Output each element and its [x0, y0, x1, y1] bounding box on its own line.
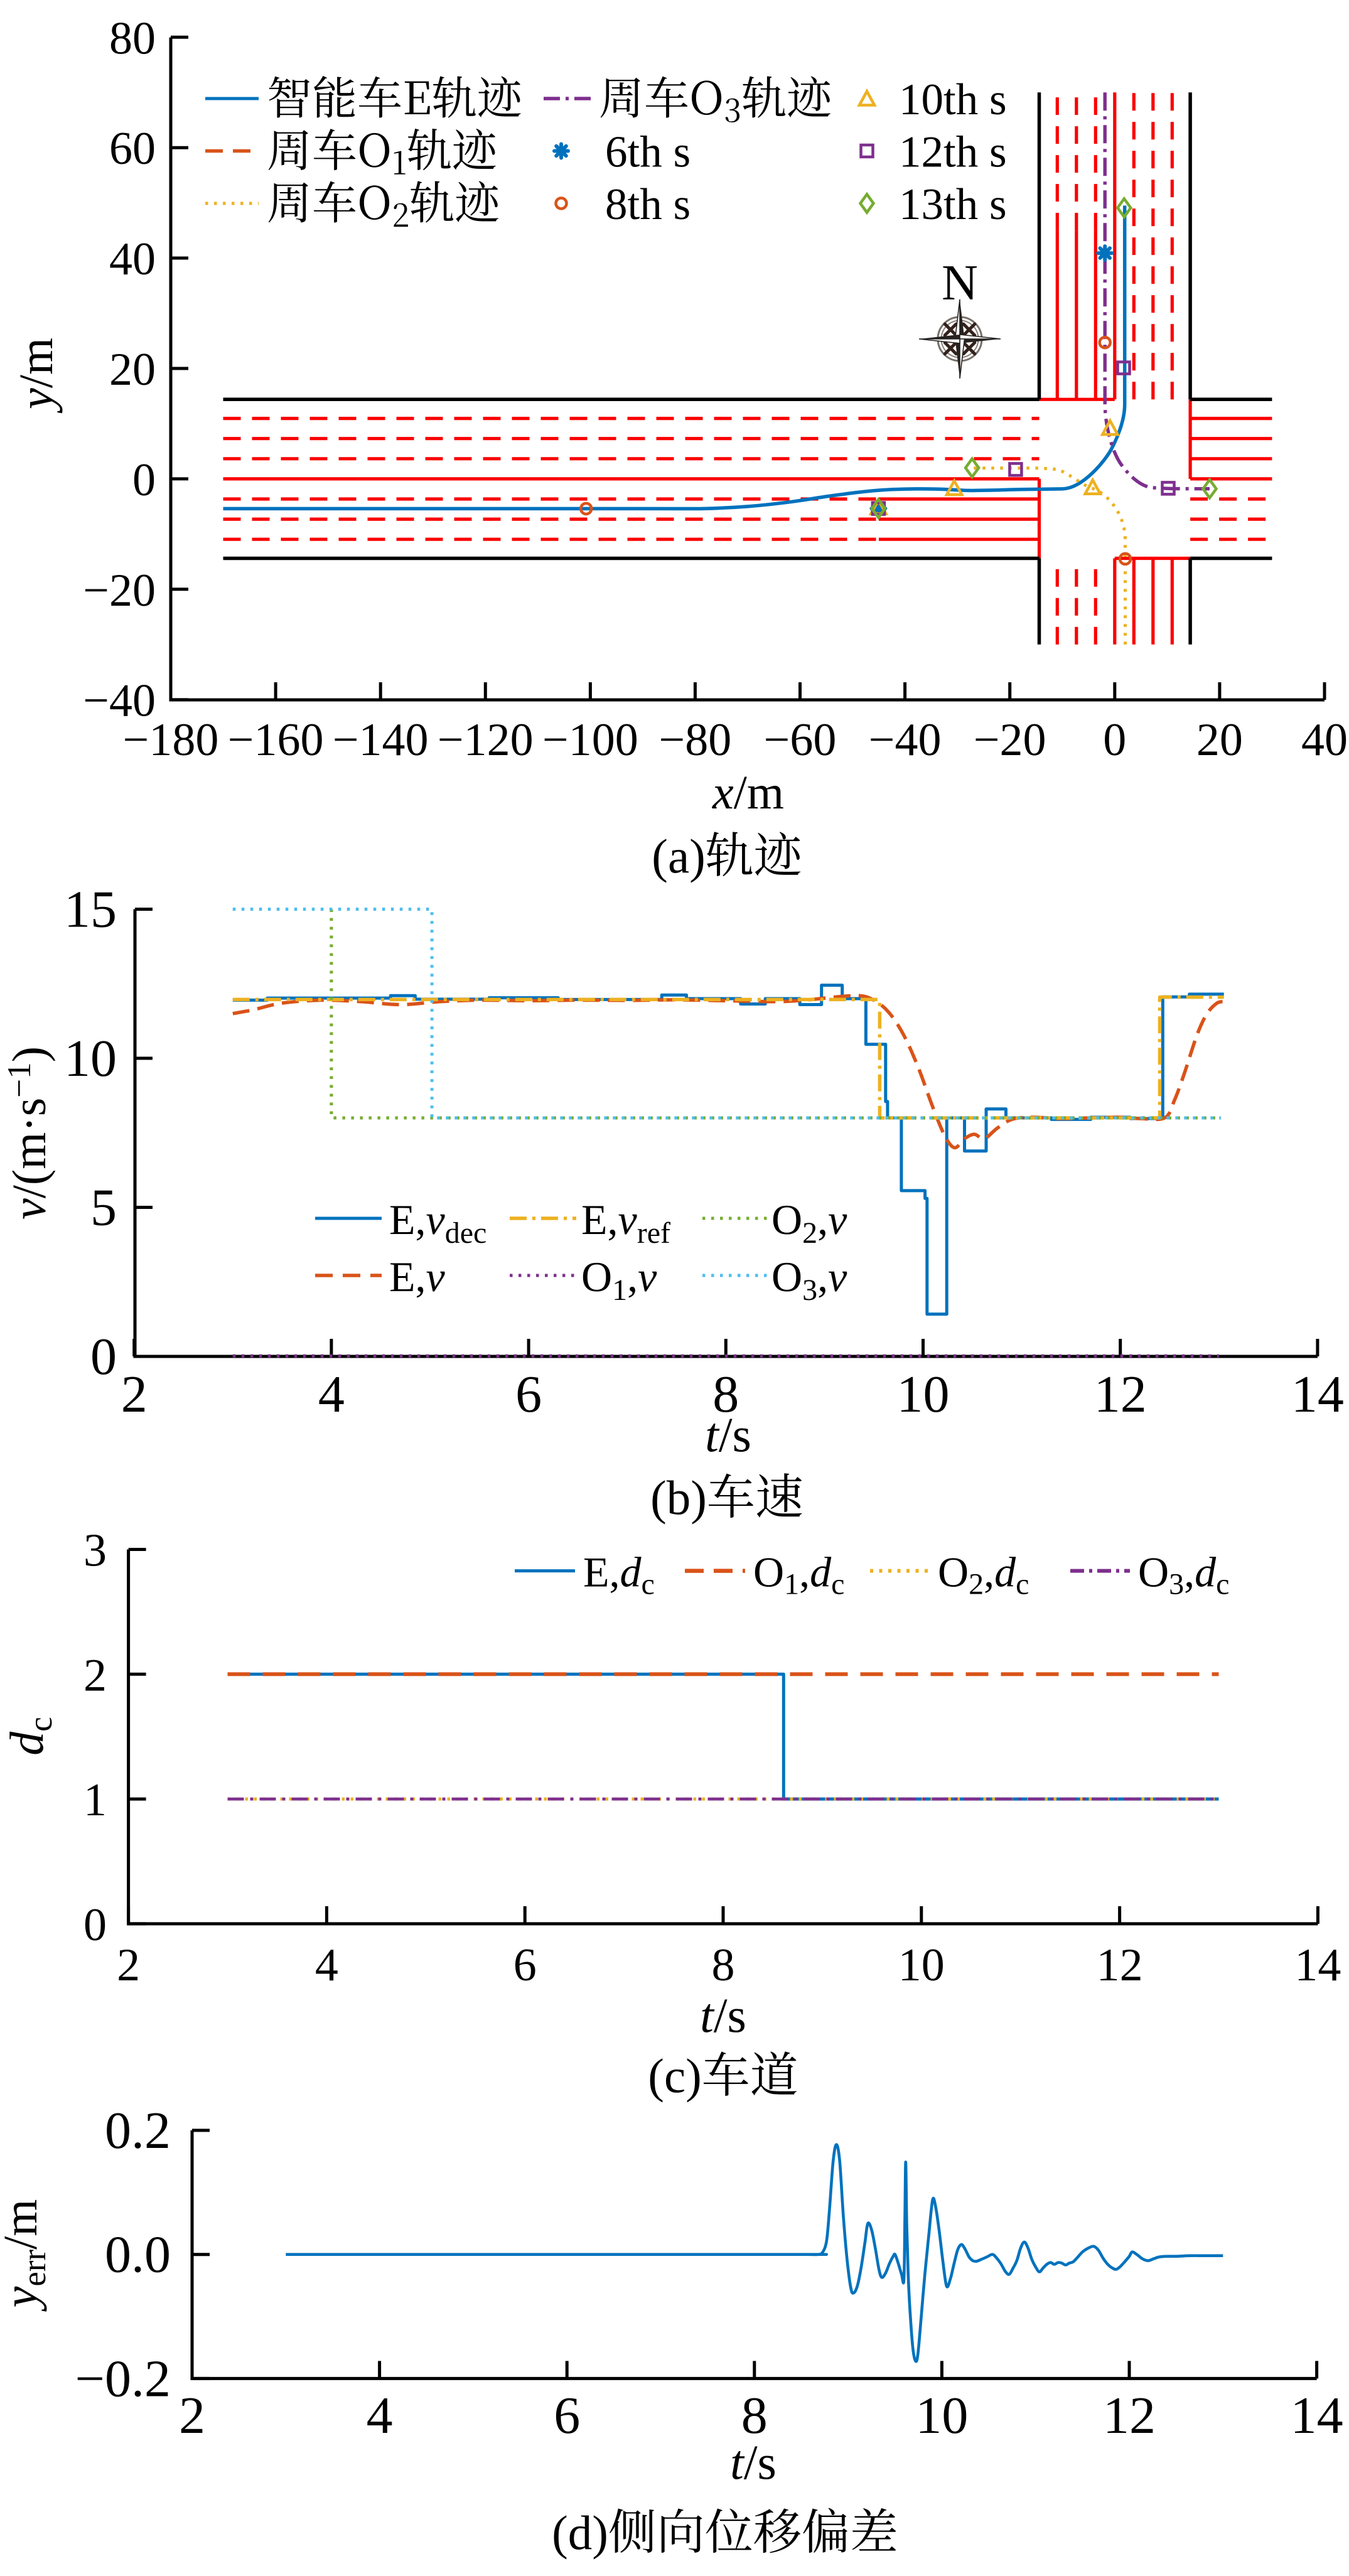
svg-text:2: 2: [83, 1650, 107, 1701]
svg-text:8: 8: [712, 1940, 735, 1991]
svg-text:−20: −20: [974, 714, 1046, 766]
svg-text:10th s: 10th s: [899, 75, 1007, 124]
svg-text:−0.2: −0.2: [75, 2349, 171, 2408]
svg-text:8: 8: [741, 2386, 768, 2445]
svg-text:−180: −180: [123, 714, 219, 766]
svg-text:dc: dc: [1, 1717, 59, 1756]
svg-text:2: 2: [121, 1365, 148, 1424]
svg-text:6: 6: [554, 2386, 580, 2445]
svg-text:40: 40: [109, 233, 156, 285]
svg-text:8: 8: [712, 1365, 739, 1424]
svg-text:6th s: 6th s: [605, 128, 691, 177]
svg-text:80: 80: [109, 13, 156, 64]
svg-text:t/s: t/s: [705, 1407, 751, 1462]
svg-text:(c): (c): [648, 2049, 701, 2103]
svg-text:−120: −120: [438, 714, 534, 766]
svg-text:−20: −20: [83, 565, 156, 616]
svg-text:t/s: t/s: [730, 2435, 777, 2489]
svg-text:−80: −80: [659, 714, 732, 766]
svg-text:20: 20: [1196, 714, 1243, 766]
svg-text:14: 14: [1291, 1365, 1344, 1424]
svg-text:y/m: y/m: [10, 338, 63, 414]
svg-text:0: 0: [1103, 714, 1126, 766]
svg-text:−160: −160: [228, 714, 324, 766]
svg-text:14: 14: [1294, 1940, 1341, 1991]
svg-text:0: 0: [90, 1328, 117, 1386]
svg-text:3: 3: [83, 1525, 107, 1577]
svg-text:10: 10: [915, 2386, 968, 2445]
svg-text:4: 4: [315, 1940, 338, 1991]
svg-text:−100: −100: [542, 714, 638, 766]
svg-text:14: 14: [1291, 2386, 1343, 2445]
svg-text:2: 2: [179, 2386, 205, 2445]
svg-text:40: 40: [1301, 714, 1348, 766]
svg-text:8th s: 8th s: [605, 180, 691, 229]
svg-text:6: 6: [515, 1365, 542, 1424]
svg-text:10: 10: [897, 1365, 950, 1424]
svg-text:60: 60: [109, 123, 156, 174]
svg-text:6: 6: [513, 1940, 537, 1991]
svg-text:−40: −40: [83, 675, 156, 727]
svg-text:0.0: 0.0: [105, 2226, 171, 2284]
svg-text:1: 1: [83, 1774, 107, 1826]
svg-text:4: 4: [318, 1365, 345, 1424]
svg-text:x/m: x/m: [712, 766, 784, 819]
svg-text:0: 0: [83, 1899, 107, 1951]
svg-text:4: 4: [367, 2386, 393, 2445]
svg-text:0: 0: [132, 454, 156, 506]
svg-text:−140: −140: [333, 714, 429, 766]
svg-text:yerr/m: yerr/m: [0, 2199, 53, 2312]
svg-text:0.2: 0.2: [105, 2101, 171, 2160]
svg-text:5: 5: [90, 1179, 117, 1237]
svg-text:15: 15: [64, 881, 117, 939]
svg-text:12: 12: [1103, 2386, 1156, 2445]
svg-text:10: 10: [64, 1029, 117, 1088]
svg-text:(a): (a): [652, 829, 705, 883]
svg-text:O2,dc: O2,dc: [938, 1548, 1029, 1601]
svg-text:12: 12: [1094, 1365, 1147, 1424]
svg-text:20: 20: [109, 344, 156, 395]
svg-text:12th s: 12th s: [899, 128, 1007, 177]
svg-text:t/s: t/s: [700, 1988, 746, 2042]
svg-text:10: 10: [898, 1940, 945, 1991]
svg-text:2: 2: [117, 1940, 140, 1991]
svg-text:O1,v: O1,v: [581, 1253, 657, 1307]
svg-text:(d): (d): [552, 2506, 608, 2560]
svg-text:13th s: 13th s: [899, 180, 1007, 229]
svg-text:O1,dc: O1,dc: [753, 1548, 844, 1601]
svg-text:12: 12: [1097, 1940, 1143, 1991]
svg-text:O3,dc: O3,dc: [1138, 1548, 1229, 1601]
svg-text:E,v: E,v: [389, 1253, 446, 1301]
svg-text:−60: −60: [764, 714, 837, 766]
svg-text:(b): (b): [650, 1471, 707, 1525]
svg-text:−40: −40: [869, 714, 942, 766]
